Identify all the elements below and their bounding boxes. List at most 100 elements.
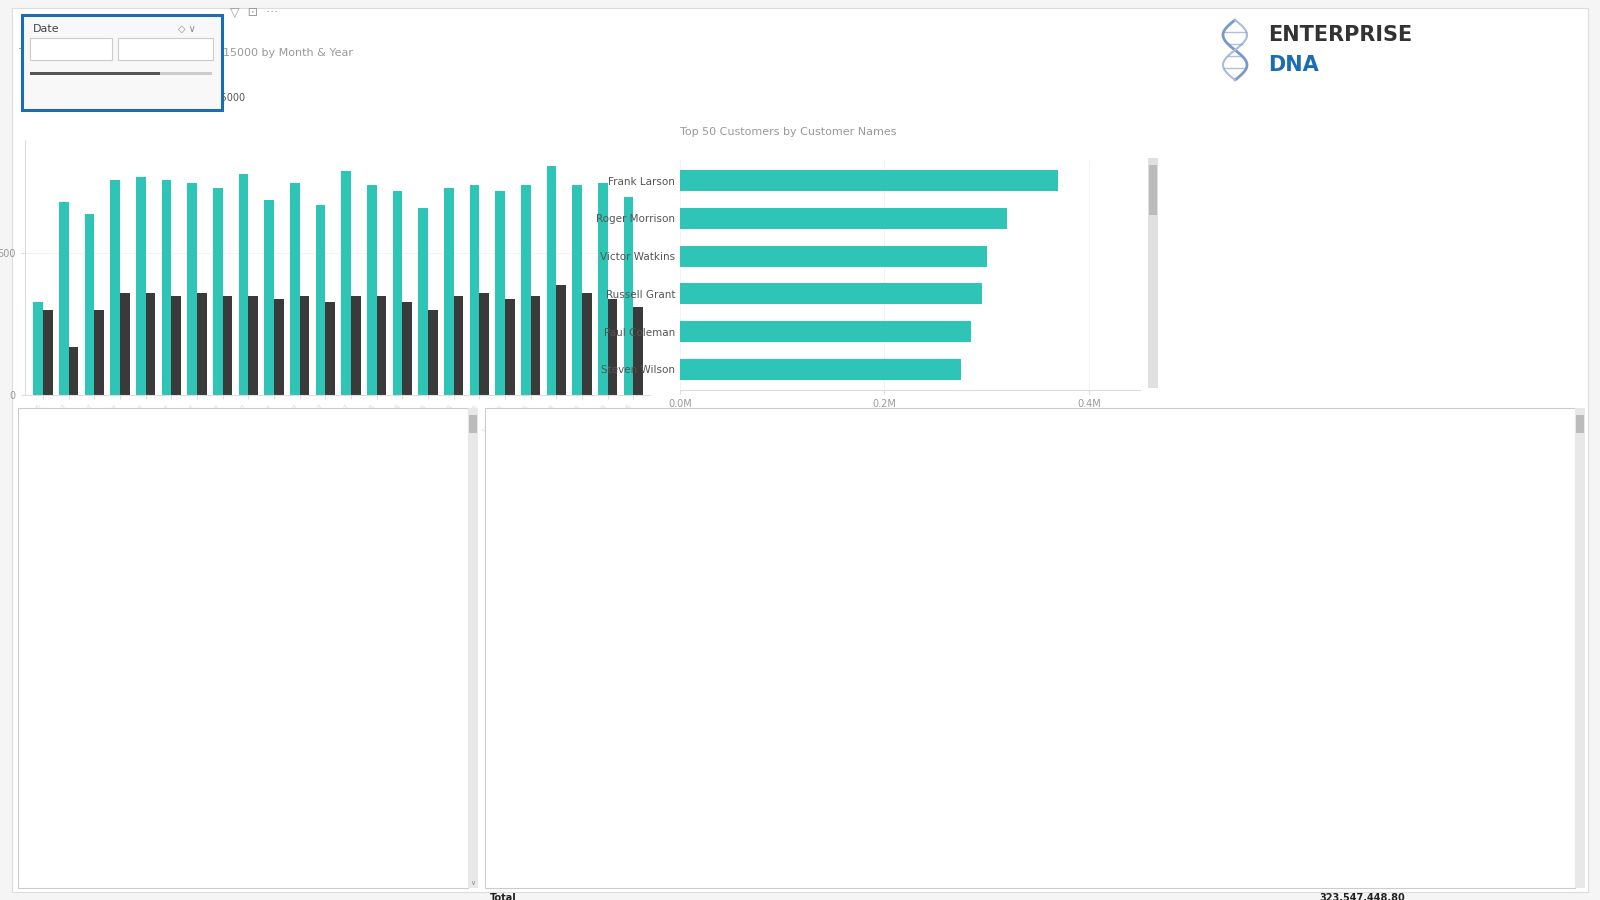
Text: 20: 20 xyxy=(262,809,274,818)
Text: Joshua Ryan: Joshua Ryan xyxy=(840,529,894,538)
Text: SO - 0001886: SO - 0001886 xyxy=(490,473,552,482)
Text: Product 279: Product 279 xyxy=(1021,446,1074,454)
Bar xyxy=(18,800,467,828)
Bar xyxy=(680,359,962,380)
Bar xyxy=(18,660,467,688)
Text: 16: 16 xyxy=(261,642,274,651)
Bar xyxy=(18,464,467,492)
Text: Joe Montgomery: Joe Montgomery xyxy=(840,698,914,706)
Bar xyxy=(18,408,467,436)
Bar xyxy=(485,604,1574,632)
Text: Product 126: Product 126 xyxy=(1021,698,1074,706)
Bar xyxy=(18,856,467,884)
Text: Steve Martinez: Steve Martinez xyxy=(840,838,909,847)
Text: 19/12/2016: 19/12/2016 xyxy=(690,446,742,454)
Bar xyxy=(485,520,1574,548)
Bar xyxy=(496,191,506,395)
Bar xyxy=(325,302,334,395)
Text: 23,316.00: 23,316.00 xyxy=(1360,642,1405,651)
Text: Customer Names: Customer Names xyxy=(840,418,926,427)
Text: 16776: 16776 xyxy=(240,865,274,875)
Bar xyxy=(485,716,1574,744)
Bar xyxy=(582,293,592,395)
Text: Top 50 Customers by Customer Names: Top 50 Customers by Customer Names xyxy=(680,127,896,137)
Text: 24/12/2016: 24/12/2016 xyxy=(22,586,75,595)
Text: SO - 0004927: SO - 0004927 xyxy=(490,670,552,679)
Text: SO - 0004355: SO - 0004355 xyxy=(490,557,552,566)
Text: Product 219: Product 219 xyxy=(1021,642,1074,651)
Bar xyxy=(547,166,557,395)
Text: 19/12/2016: 19/12/2016 xyxy=(690,473,742,482)
Text: 19/12/2016: 19/12/2016 xyxy=(690,557,742,566)
Text: Total Orders Top 50 Customers: Total Orders Top 50 Customers xyxy=(312,418,467,427)
Text: OrderNumber: OrderNumber xyxy=(490,418,560,427)
Bar xyxy=(18,576,467,604)
Bar xyxy=(680,208,1006,229)
Bar xyxy=(402,302,413,395)
Bar xyxy=(85,213,94,395)
Text: Product 304: Product 304 xyxy=(1021,809,1074,818)
Text: Juan Russell: Juan Russell xyxy=(840,866,894,875)
Text: 8: 8 xyxy=(378,557,382,566)
Text: 19/12/2016: 19/12/2016 xyxy=(22,446,75,454)
Text: SO - 000510: SO - 000510 xyxy=(490,725,546,734)
Text: 1: 1 xyxy=(462,614,467,623)
Text: SO - 0007270: SO - 0007270 xyxy=(490,838,552,847)
Bar xyxy=(69,346,78,395)
Bar xyxy=(213,188,222,395)
Text: Ryan Henry: Ryan Henry xyxy=(840,586,893,595)
Bar xyxy=(598,183,608,395)
Text: 19/12/2016: 19/12/2016 xyxy=(690,698,742,706)
Bar xyxy=(222,296,232,395)
Text: 22: 22 xyxy=(262,529,274,538)
Text: SO - 0004589: SO - 0004589 xyxy=(490,614,552,623)
Text: Donald Jordan: Donald Jordan xyxy=(840,473,904,482)
Bar xyxy=(392,191,402,395)
Text: 1/01/2017: 1/01/2017 xyxy=(22,809,69,818)
Bar xyxy=(485,772,1574,800)
Bar xyxy=(299,296,309,395)
Text: Total Revenue: Total Revenue xyxy=(1333,418,1405,427)
Text: 21/12/2016: 21/12/2016 xyxy=(22,501,75,510)
Text: Mark Elliott: Mark Elliott xyxy=(840,446,891,454)
Text: Total Orders: Total Orders xyxy=(211,418,274,427)
Bar xyxy=(680,321,971,342)
Text: 27: 27 xyxy=(262,473,274,482)
Bar xyxy=(43,310,53,395)
Text: Product 413: Product 413 xyxy=(1021,473,1074,482)
Text: 11,899.20: 11,899.20 xyxy=(1360,725,1405,734)
Text: 2/01/2017: 2/01/2017 xyxy=(22,838,69,847)
Text: SO - 0004761: SO - 0004761 xyxy=(490,642,552,651)
Bar xyxy=(485,744,1574,772)
Bar xyxy=(136,176,146,395)
Bar xyxy=(485,660,1574,688)
Text: 13: 13 xyxy=(371,642,382,651)
Text: 9: 9 xyxy=(378,698,382,706)
Text: 18: 18 xyxy=(261,725,274,734)
Bar xyxy=(59,202,69,395)
Text: 44: 44 xyxy=(262,501,274,510)
Text: OrderDate: OrderDate xyxy=(690,418,744,427)
Text: ENTERPRISE: ENTERPRISE xyxy=(1267,25,1413,45)
Text: 30/12/2016: 30/12/2016 xyxy=(22,753,75,762)
Bar xyxy=(485,436,1574,464)
Text: 20/12/2016: 20/12/2016 xyxy=(22,473,75,482)
Bar xyxy=(485,576,1574,604)
Text: 7,356.60: 7,356.60 xyxy=(1365,866,1405,875)
Text: 1,219.40: 1,219.40 xyxy=(1365,529,1405,538)
Bar xyxy=(680,246,987,266)
Bar xyxy=(290,183,299,395)
Text: 14: 14 xyxy=(371,529,382,538)
Text: Joe Berry: Joe Berry xyxy=(840,781,882,790)
Bar xyxy=(18,604,467,632)
Text: Date: Date xyxy=(34,24,59,34)
Text: 25/12/2016: 25/12/2016 xyxy=(22,614,75,623)
Text: Charles Medina: Charles Medina xyxy=(840,614,910,623)
Text: Product 349: Product 349 xyxy=(1021,557,1074,566)
Bar xyxy=(18,492,467,520)
Bar xyxy=(18,716,467,744)
Bar xyxy=(485,828,1574,856)
Text: SO - 0004527: SO - 0004527 xyxy=(490,586,552,595)
Text: DNA: DNA xyxy=(1267,55,1318,75)
Text: 11: 11 xyxy=(371,614,382,623)
